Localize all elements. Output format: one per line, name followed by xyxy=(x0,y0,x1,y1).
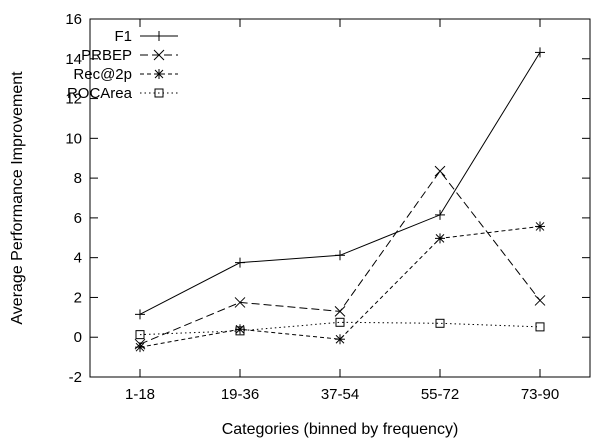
legend: F1 PRBEP Rec@2p ROCArea xyxy=(67,28,178,102)
data-point-prbep xyxy=(434,165,446,177)
series-layer xyxy=(134,47,546,353)
y-axis: -2 0 2 4 6 8 10 12 14 16 xyxy=(65,11,590,386)
data-point-rocarea xyxy=(135,330,145,340)
y-tick-label: 2 xyxy=(74,289,82,306)
y-tick-label: 12 xyxy=(65,91,82,108)
x-axis-title: Categories (binned by frequency) xyxy=(222,421,459,438)
y-tick-label: 10 xyxy=(65,130,82,147)
y-tick-label: 14 xyxy=(65,51,82,68)
legend-marker-f1 xyxy=(154,31,164,41)
y-tick-label: 16 xyxy=(65,11,82,28)
legend-label-rocarea: ROCArea xyxy=(67,85,133,102)
y-tick-label: 6 xyxy=(74,210,82,227)
data-point-prbep xyxy=(334,306,346,317)
data-point-rec-2p xyxy=(135,342,145,353)
legend-label-f1: F1 xyxy=(114,28,132,45)
data-point-rocarea xyxy=(435,318,445,328)
legend-marker-prbep xyxy=(153,49,165,61)
series-line-f1 xyxy=(139,52,541,315)
legend-label-rec-2p: Rec@2p xyxy=(73,66,132,83)
y-axis-title: Average Performance Improvement xyxy=(9,71,26,325)
series-line-rocarea xyxy=(139,321,541,336)
data-point-rec-2p xyxy=(335,334,345,345)
x-tick-label: 73-90 xyxy=(521,386,559,403)
data-point-rocarea xyxy=(535,322,545,332)
x-tick-label: 19-36 xyxy=(221,386,259,403)
data-point-rocarea xyxy=(235,326,245,336)
series-rocarea xyxy=(135,317,545,340)
legend-marker-rocarea xyxy=(154,88,164,98)
series-line-rec-2p xyxy=(139,225,541,348)
data-point-rec-2p xyxy=(535,221,545,232)
data-point-rec-2p xyxy=(435,233,445,244)
y-tick-label: -2 xyxy=(69,369,82,386)
x-tick-label: 55-72 xyxy=(421,386,459,403)
y-tick-label: 4 xyxy=(74,250,82,267)
legend-marker-rec-2p xyxy=(154,69,164,79)
y-tick-label: 0 xyxy=(74,329,82,346)
series-f1 xyxy=(135,47,545,320)
data-point-prbep xyxy=(534,295,546,306)
x-tick-label: 1-18 xyxy=(125,386,155,403)
x-tick-label: 37-54 xyxy=(321,386,359,403)
data-point-f1 xyxy=(235,257,245,268)
data-point-prbep xyxy=(234,297,246,308)
plot-frame xyxy=(89,18,591,378)
series-rec-2p xyxy=(135,221,545,353)
y-tick-label: 8 xyxy=(74,170,82,187)
data-point-f1 xyxy=(335,250,345,261)
legend-label-prbep: PRBEP xyxy=(81,47,132,64)
data-point-rocarea xyxy=(335,317,345,327)
data-point-f1 xyxy=(535,47,545,58)
data-point-f1 xyxy=(135,309,145,320)
data-point-f1 xyxy=(435,209,445,220)
x-axis: 1-18 19-36 37-54 55-72 73-90 xyxy=(125,19,559,403)
